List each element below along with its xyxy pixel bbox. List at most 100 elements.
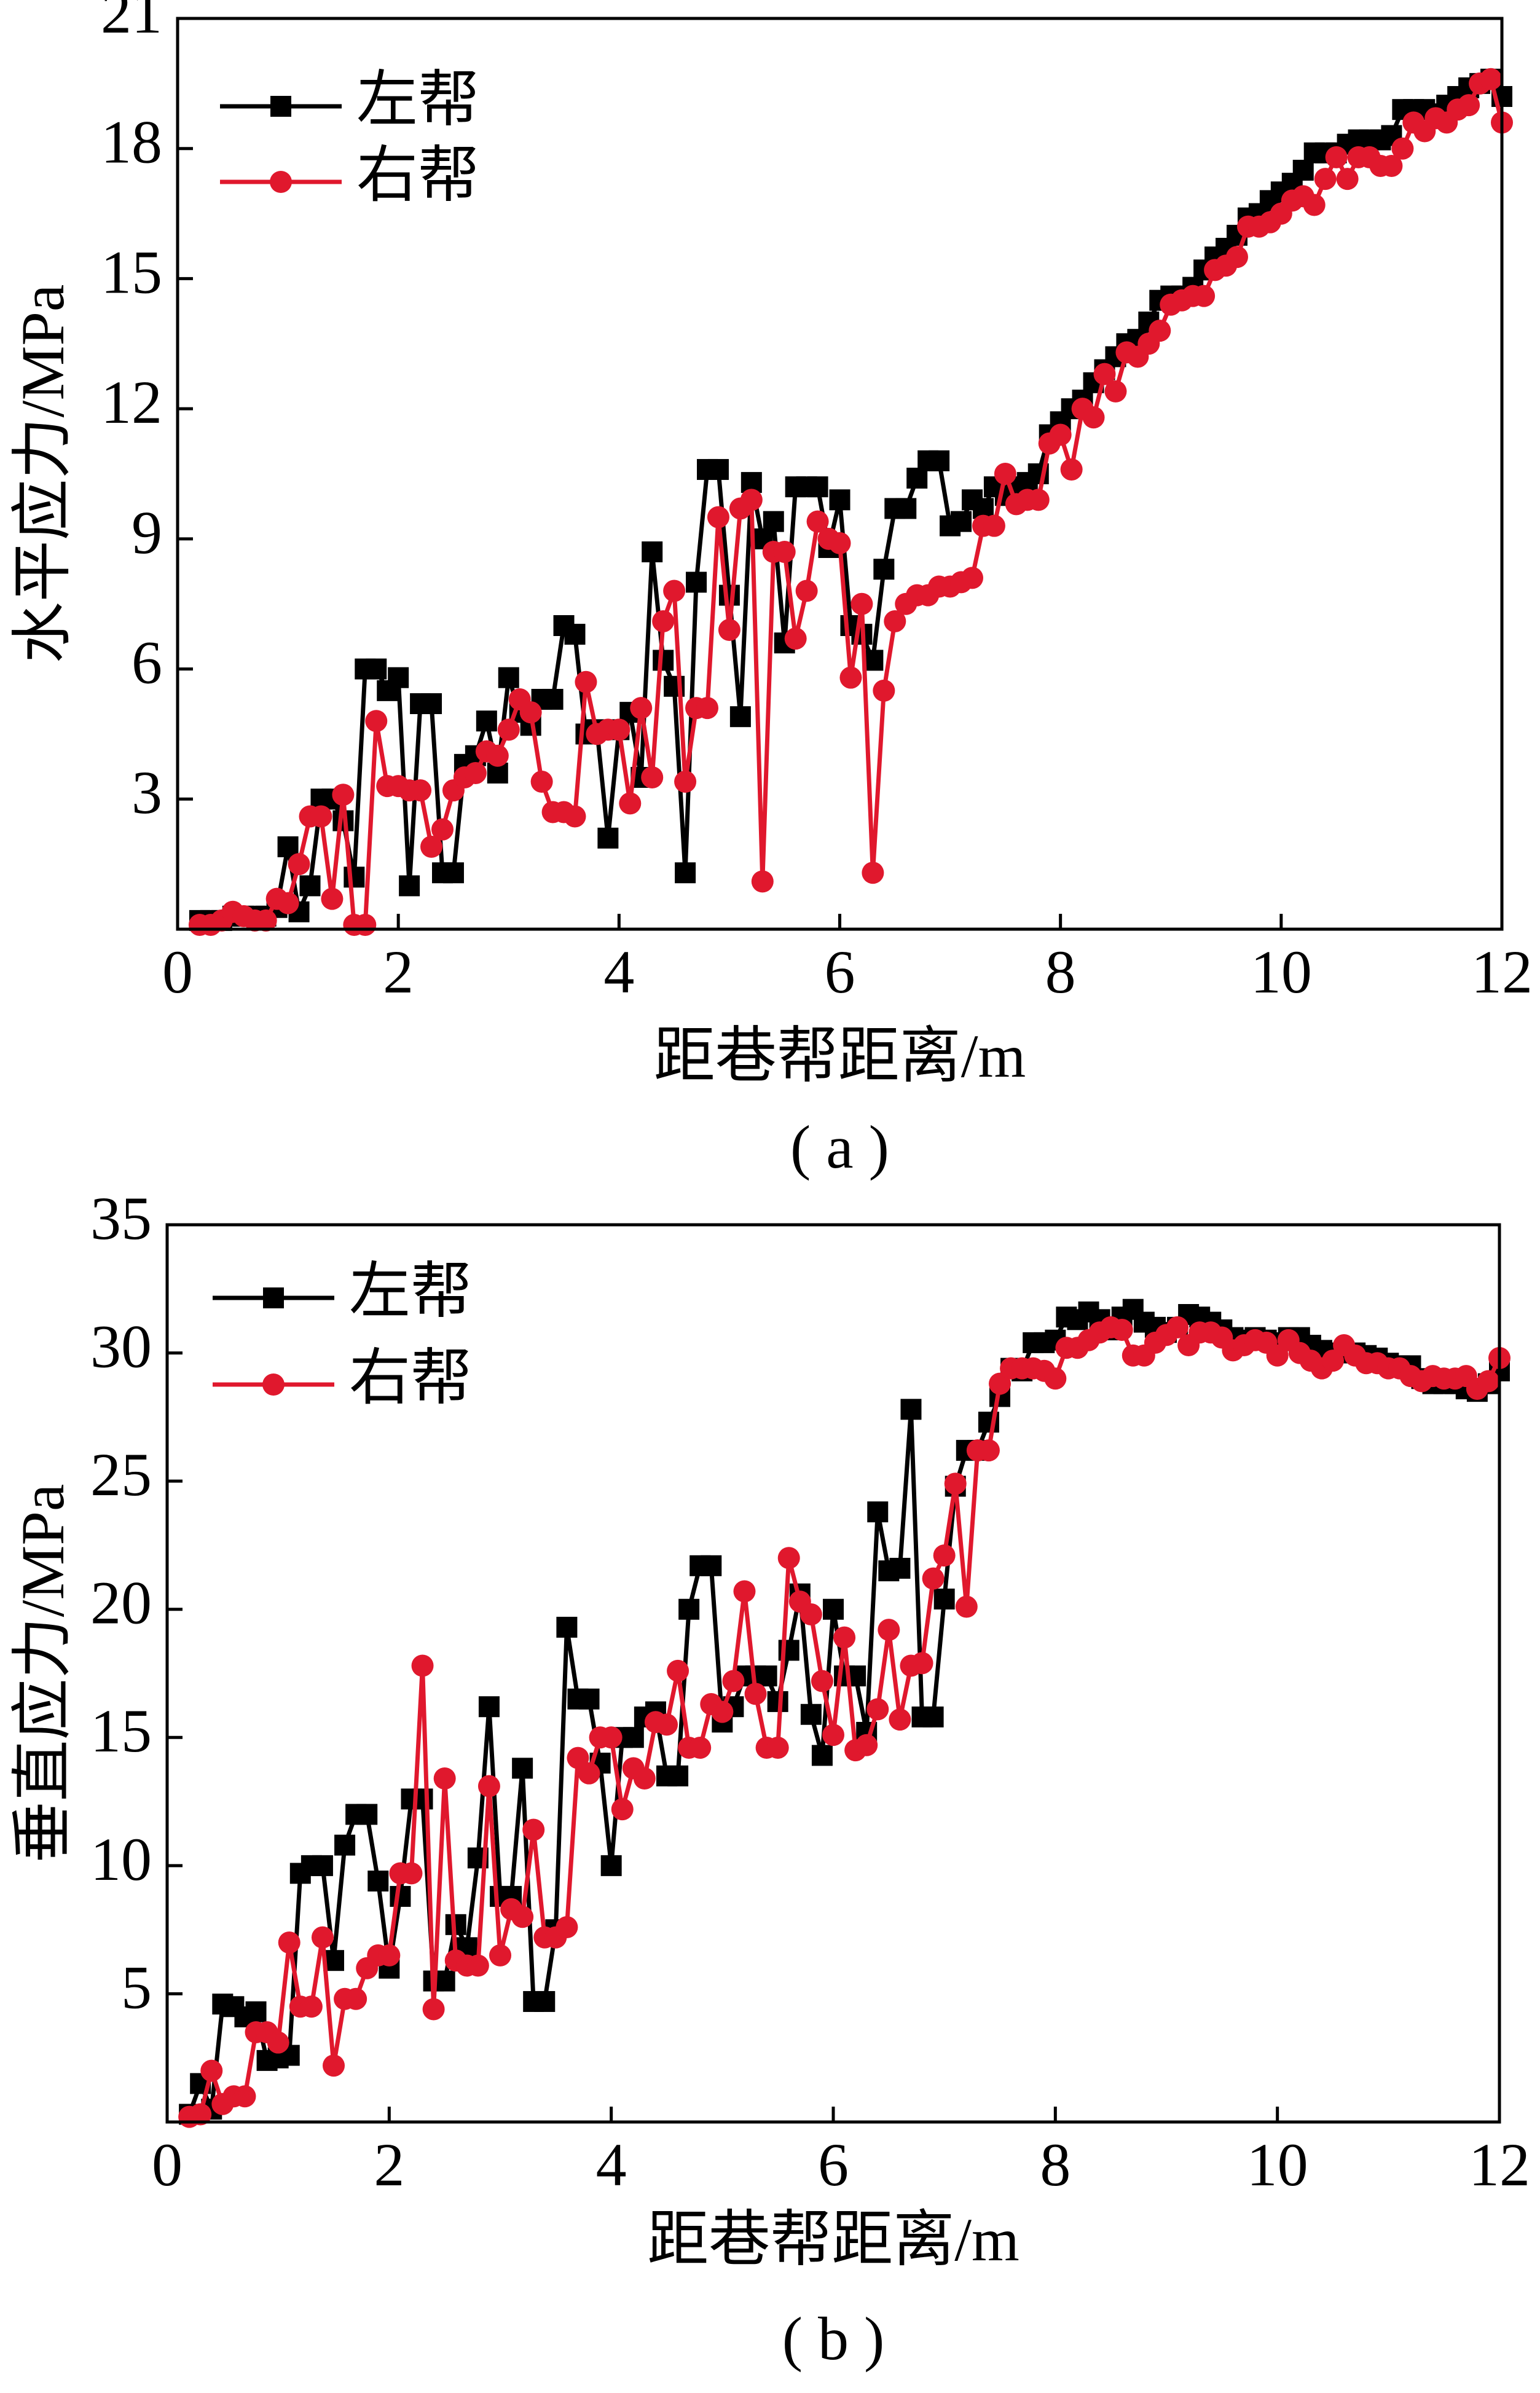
marker — [200, 2059, 223, 2082]
marker — [623, 1727, 644, 1748]
marker — [345, 1987, 367, 2010]
marker — [1322, 1350, 1344, 1372]
marker — [600, 1855, 622, 1876]
marker — [564, 624, 586, 645]
x-tick-label: 0 — [152, 2131, 183, 2199]
y-tick-label: 12 — [101, 368, 162, 436]
marker — [707, 506, 729, 529]
marker — [933, 1544, 956, 1567]
marker — [466, 1954, 489, 1977]
marker — [873, 679, 895, 702]
marker — [718, 619, 741, 642]
x-tick-label: 6 — [818, 2131, 849, 2199]
marker — [409, 779, 432, 802]
y-axis-label: 水平应力/MPa — [9, 285, 77, 664]
marker — [674, 771, 697, 793]
marker — [464, 761, 487, 784]
marker — [686, 572, 707, 593]
marker — [486, 744, 509, 767]
marker — [1093, 363, 1116, 385]
marker — [367, 1870, 389, 1892]
marker — [944, 1472, 967, 1495]
y-tick-label: 35 — [90, 1184, 152, 1252]
marker — [799, 1603, 822, 1626]
marker — [534, 1990, 556, 2012]
marker — [378, 1944, 401, 1967]
marker — [922, 1567, 945, 1590]
marker — [756, 1665, 777, 1687]
marker — [575, 670, 597, 693]
x-tick-label: 4 — [603, 938, 634, 1006]
y-tick-label: 21 — [101, 0, 162, 46]
x-tick-label: 10 — [1251, 938, 1312, 1006]
marker — [1480, 68, 1503, 90]
y-tick-label: 30 — [90, 1313, 152, 1381]
marker — [733, 1580, 756, 1603]
marker — [811, 1745, 833, 1766]
marker — [288, 853, 310, 876]
marker — [823, 1598, 844, 1620]
marker — [867, 1501, 889, 1523]
marker — [611, 1798, 634, 1821]
marker — [722, 1670, 745, 1692]
marker — [542, 688, 564, 710]
x-tick-label: 2 — [383, 938, 414, 1006]
marker — [729, 706, 751, 728]
marker — [696, 697, 718, 720]
marker — [766, 1736, 789, 1759]
x-tick-label: 0 — [162, 938, 193, 1006]
marker — [701, 1555, 722, 1576]
marker — [1060, 458, 1083, 481]
marker — [567, 1747, 589, 1769]
marker — [522, 1818, 545, 1841]
marker — [1314, 168, 1337, 191]
marker — [744, 1683, 767, 1705]
x-tick-label: 8 — [1045, 938, 1076, 1006]
marker — [254, 909, 277, 932]
marker — [263, 1287, 284, 1308]
marker — [895, 498, 917, 519]
marker — [1149, 320, 1171, 342]
marker — [556, 1916, 578, 1938]
marker — [900, 1399, 922, 1420]
caption: ( a ) — [790, 1113, 889, 1181]
series-line — [189, 1325, 1502, 2120]
x-tick-label: 12 — [1471, 938, 1533, 1006]
marker — [889, 1708, 911, 1731]
marker — [983, 514, 1005, 537]
y-tick-label: 15 — [90, 1697, 152, 1765]
marker — [777, 1547, 800, 1570]
x-tick-label: 6 — [825, 938, 855, 1006]
marker — [321, 887, 344, 910]
marker — [855, 1734, 878, 1756]
marker — [1266, 1344, 1289, 1367]
marker — [433, 1767, 456, 1790]
marker — [277, 836, 299, 857]
y-tick-label: 6 — [132, 629, 162, 697]
marker — [961, 567, 983, 589]
marker — [1104, 380, 1127, 403]
marker — [929, 450, 950, 471]
marker — [421, 693, 442, 715]
x-axis-label: 距巷帮距离/m — [647, 2206, 1019, 2274]
y-tick-label: 9 — [132, 498, 162, 567]
marker — [323, 2054, 345, 2077]
marker — [667, 1765, 689, 1786]
marker — [245, 2001, 267, 2022]
marker — [356, 1804, 378, 1825]
marker — [299, 875, 321, 897]
marker — [800, 1703, 822, 1725]
series-line — [187, 1307, 1501, 2115]
marker — [442, 862, 464, 884]
y-axis-label: 垂直应力/MPa — [9, 1484, 77, 1863]
marker — [519, 701, 542, 724]
marker — [278, 1931, 301, 1954]
marker — [1049, 423, 1072, 446]
marker — [556, 1616, 578, 1638]
marker — [641, 766, 664, 788]
marker — [270, 96, 291, 117]
marker — [711, 1700, 734, 1723]
marker — [512, 1758, 533, 1779]
marker — [1166, 1316, 1189, 1338]
marker — [667, 1659, 689, 1682]
